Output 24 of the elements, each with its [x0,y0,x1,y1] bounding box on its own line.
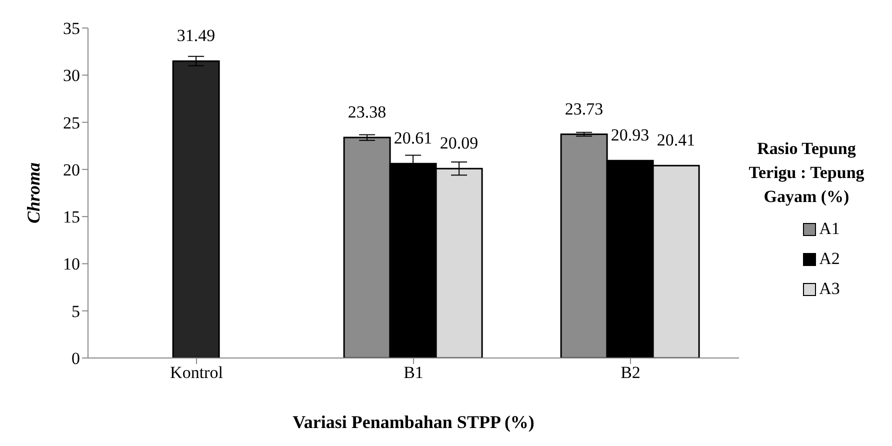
y-tick-label: 5 [72,302,80,321]
y-tick-label: 15 [63,208,80,227]
x-tick-label: B1 [404,363,424,382]
x-tick-label: Kontrol [170,363,224,382]
y-tick-label: 35 [63,19,80,38]
y-axis-title: Chroma [23,162,44,224]
legend-title: Rasio Tepung Terigu : Tepung Gayam (%) [748,138,866,208]
data-label: 23.73 [564,99,604,118]
y-tick-label: 0 [72,349,80,368]
y-tick-label: 10 [63,254,80,274]
data-label: 20.09 [440,134,478,153]
y-tick-label: 25 [63,113,80,132]
legend-label: A3 [819,279,840,299]
x-tick-label: B2 [620,363,640,382]
data-label: 20.93 [610,126,650,145]
legend-label: A2 [819,249,840,269]
data-label: 23.38 [348,102,386,122]
y-tick-label: 20 [63,160,80,180]
x-axis-title: Variasi Penambahan STPP (%) [292,412,534,432]
data-label: 20.41 [656,130,696,150]
data-label: 31.49 [176,26,216,46]
y-tick-label: 30 [63,66,80,86]
legend-label: A1 [819,219,840,239]
data-label: 20.61 [394,128,432,148]
